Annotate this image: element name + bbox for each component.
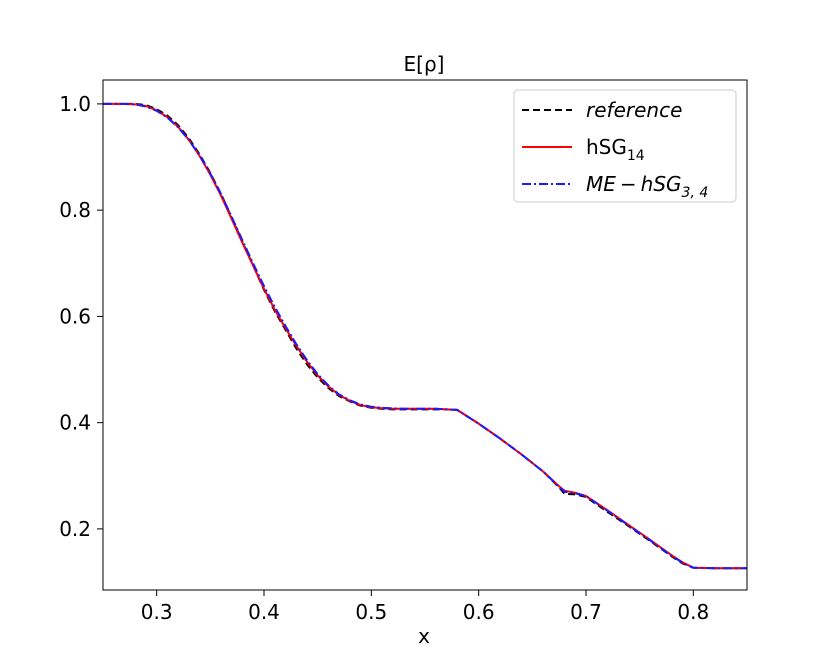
plot-frame — [102, 79, 748, 591]
y-tick-label: 0.2 — [59, 517, 91, 541]
legend-label-0: reference — [586, 98, 682, 122]
axes-layer: 0.3 0.4 0.5 0.6 0.7 0.8 0.2 0.4 0.6 0.8 1.0 — [59, 79, 748, 624]
x-tick-label: 0.5 — [355, 600, 387, 624]
x-tick-label: 0.3 — [141, 600, 173, 624]
y-tick-label: 0.8 — [59, 198, 91, 222]
legend-label-2: ME − hSG3, 4 — [586, 172, 708, 201]
y-tick-label: 1.0 — [59, 92, 91, 116]
x-tick-label: 0.4 — [248, 600, 280, 624]
y-tick-label: 0.4 — [59, 411, 91, 435]
series-line-2 — [103, 102, 747, 570]
legend-label-1: hSG14 — [586, 135, 645, 164]
series-layer — [103, 102, 747, 570]
x-tick-label: 0.7 — [570, 600, 602, 624]
chart-title: E[ρ] — [404, 52, 445, 76]
x-axis-label: x — [418, 624, 430, 648]
y-tick-label: 0.6 — [59, 304, 91, 328]
legend-box — [513, 89, 737, 203]
x-tick-label: 0.6 — [463, 600, 495, 624]
legend: reference hSG14 ME − hSG3, 4 — [513, 89, 737, 203]
x-tick-label: 0.8 — [677, 600, 709, 624]
